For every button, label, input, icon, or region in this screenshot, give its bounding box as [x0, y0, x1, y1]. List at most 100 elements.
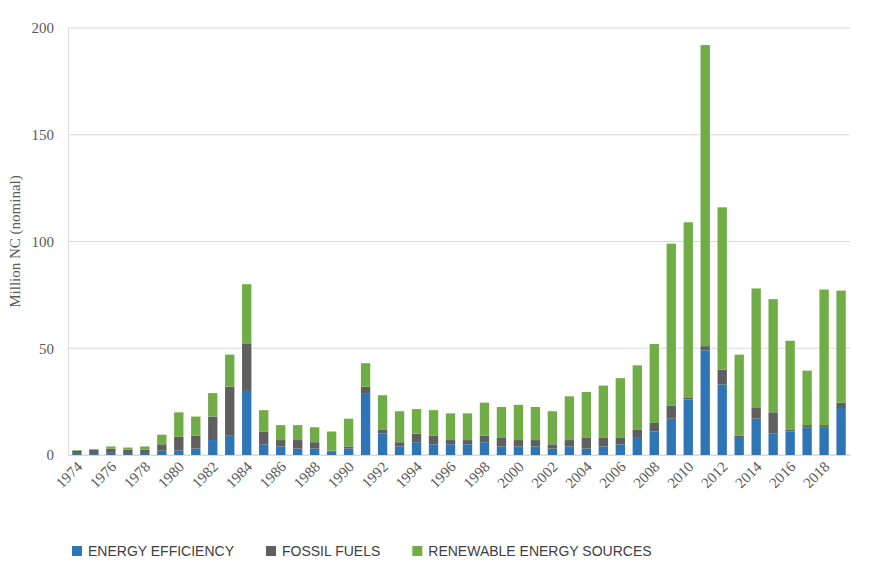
x-tick-label: 2016	[766, 458, 799, 491]
bar	[565, 446, 574, 455]
x-tick-label: 2010	[664, 459, 697, 492]
bar	[785, 429, 794, 431]
bar	[684, 399, 693, 455]
bar	[667, 244, 676, 406]
bar	[497, 446, 506, 455]
bar	[735, 438, 744, 455]
x-tick: 1996	[426, 458, 459, 491]
bar	[72, 454, 81, 455]
x-axis-line	[69, 455, 851, 456]
x-tick: 1994	[393, 458, 426, 491]
bar	[650, 423, 659, 432]
bar	[327, 432, 336, 451]
x-tick: 1986	[257, 458, 290, 491]
bar	[463, 413, 472, 440]
x-tick-label: 1976	[87, 458, 120, 491]
bar	[599, 438, 608, 447]
bar	[548, 411, 557, 444]
legend-swatch	[412, 546, 422, 556]
bar	[446, 413, 455, 440]
grid-line	[68, 134, 850, 135]
bar	[174, 412, 183, 437]
legend-item: RENEWABLE ENERGY SOURCES	[412, 543, 651, 559]
bar	[242, 344, 251, 391]
bar	[310, 449, 319, 455]
bar	[582, 392, 591, 438]
bar	[259, 432, 268, 445]
bar	[327, 451, 336, 452]
bar	[718, 207, 727, 369]
bar	[599, 446, 608, 455]
bar	[819, 425, 828, 427]
bar	[378, 429, 387, 433]
x-tick-label: 2014	[732, 458, 765, 491]
x-tick-label: 1994	[393, 458, 426, 491]
bar	[276, 425, 285, 440]
bar	[836, 291, 845, 403]
x-tick: 2010	[664, 459, 697, 492]
bar	[412, 442, 421, 455]
x-tick: 1976	[87, 458, 120, 491]
bar	[157, 444, 166, 450]
x-tick: 2012	[698, 459, 731, 492]
bar	[123, 450, 132, 454]
grid	[68, 28, 850, 455]
bar	[140, 446, 149, 449]
x-tick: 2004	[562, 458, 595, 491]
bar	[412, 409, 421, 434]
x-tick: 1978	[121, 459, 154, 492]
bar	[684, 397, 693, 399]
legend-item: ENERGY EFFICIENCY	[72, 543, 235, 559]
series-bars	[72, 350, 846, 455]
bar	[616, 438, 625, 444]
bar	[378, 395, 387, 429]
chart: 050100150200Million NC (nominal)19741976…	[0, 0, 876, 583]
bar	[361, 387, 370, 393]
legend: ENERGY EFFICIENCYFOSSIL FUELSRENEWABLE E…	[72, 543, 652, 559]
y-tick-label: 100	[32, 234, 55, 250]
bar	[208, 440, 217, 455]
x-tick: 2000	[494, 459, 527, 492]
bar	[650, 432, 659, 455]
bar	[225, 436, 234, 455]
x-tick: 1992	[359, 459, 392, 492]
bar	[463, 444, 472, 455]
x-tick-label: 2012	[698, 459, 731, 492]
bar	[157, 451, 166, 455]
x-tick-label: 1988	[291, 459, 324, 492]
bar	[718, 370, 727, 385]
x-tick-label: 1986	[257, 458, 290, 491]
y-tick-label: 200	[32, 20, 55, 36]
bar	[819, 427, 828, 455]
x-tick: 1984	[223, 458, 256, 491]
bar	[140, 450, 149, 454]
bar	[412, 434, 421, 443]
bar	[785, 432, 794, 455]
bar	[361, 393, 370, 455]
y-tick-label: 50	[39, 341, 54, 357]
y-axis-line	[68, 29, 69, 456]
y-axis: 0 50 100 150 200	[32, 20, 69, 463]
bar	[89, 450, 98, 454]
x-tick-label: 1990	[325, 459, 358, 492]
bar	[395, 446, 404, 455]
bar	[480, 403, 489, 436]
bar	[802, 427, 811, 455]
bar	[106, 453, 115, 455]
bar	[565, 440, 574, 446]
bar	[191, 436, 200, 449]
y-tick-label: 0	[47, 447, 55, 463]
y-tick: 200	[32, 20, 55, 36]
bar	[123, 454, 132, 455]
bar	[225, 387, 234, 436]
y-tick-label: 150	[32, 127, 55, 143]
bar	[310, 442, 319, 448]
legend-label: RENEWABLE ENERGY SOURCES	[428, 543, 651, 559]
bar	[310, 427, 319, 442]
bar	[667, 419, 676, 455]
bar	[633, 365, 642, 429]
bar	[497, 438, 506, 447]
bar	[106, 449, 115, 453]
bar	[599, 386, 608, 438]
x-tick: 1990	[325, 459, 358, 492]
